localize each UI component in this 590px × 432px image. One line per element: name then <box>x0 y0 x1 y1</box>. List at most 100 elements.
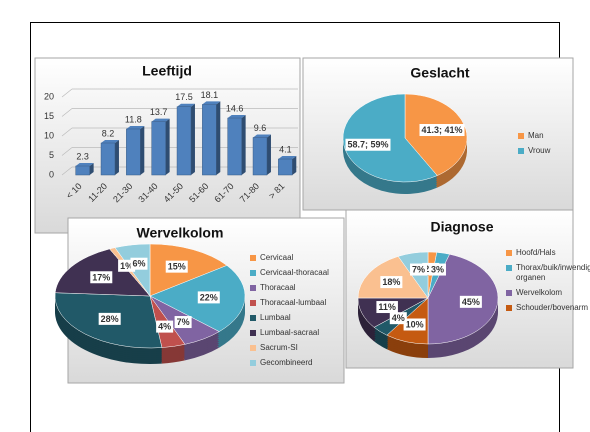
y-tick-label: 5 <box>49 150 54 160</box>
legend-item: Schouder/bovenarm <box>506 303 588 313</box>
bar-side <box>216 101 221 175</box>
legend-label: Thoracaal-lumbaal <box>260 298 327 307</box>
data-label: 28% <box>101 314 119 324</box>
data-label: 7% <box>177 317 190 327</box>
data-label-box <box>428 263 446 276</box>
data-label-box <box>98 312 121 325</box>
bar <box>176 106 192 176</box>
data-label: 6% <box>132 259 145 269</box>
bar-side <box>165 118 170 175</box>
legend-swatch <box>518 133 524 139</box>
bar-top <box>126 125 145 129</box>
bar-top <box>75 163 94 167</box>
chart-title: Diagnose <box>430 219 493 235</box>
data-label: 13.7 <box>150 107 168 117</box>
legend-item: Hoofd/Hals <box>506 248 568 258</box>
data-label: 8.2 <box>102 128 115 138</box>
legend-label: Cervicaal-thoracaal <box>260 268 329 277</box>
legend-item: Wervelkolom <box>506 288 568 298</box>
data-label-box <box>403 318 426 331</box>
legend-label: Vrouw <box>528 146 551 155</box>
data-label-box <box>459 295 482 308</box>
y-tick-label: 15 <box>44 111 54 121</box>
legend-item: Gecombineerd <box>250 358 340 368</box>
chart-title: Wervelkolom <box>137 225 224 241</box>
data-label-box <box>376 301 398 314</box>
legend-swatch <box>250 345 256 351</box>
bar <box>75 165 90 176</box>
legend: Hoofd/Hals Thorax/buik/inwendige organen W… <box>506 248 590 318</box>
bar-side <box>114 140 119 175</box>
data-label: 18.1 <box>201 90 219 100</box>
legend-swatch <box>250 330 256 336</box>
data-label: 41.3; 41% <box>421 125 462 135</box>
data-label: 14.6 <box>226 103 244 113</box>
data-label-box <box>165 260 188 273</box>
bar-top <box>202 101 221 105</box>
slice <box>342 93 438 183</box>
grid-line <box>61 166 73 176</box>
legend-item: Thoracaal <box>250 283 340 293</box>
data-label-box <box>156 320 174 333</box>
bar <box>151 121 166 176</box>
bar-side <box>241 115 246 175</box>
data-label-box <box>380 276 403 289</box>
bar-top <box>227 115 246 119</box>
bar-top <box>151 118 170 122</box>
chart-title: Geslacht <box>410 65 469 81</box>
data-label: 2.3 <box>76 151 89 161</box>
data-label: 58.7; 59% <box>347 140 388 150</box>
bar <box>202 104 217 176</box>
legend-label: Hoofd/Hals <box>516 248 556 257</box>
data-label-box <box>130 257 148 270</box>
y-tick-label: 0 <box>49 169 54 179</box>
legend-item: Vrouw <box>518 146 568 156</box>
bar <box>227 117 242 176</box>
data-label-box <box>197 291 220 304</box>
data-label-box <box>174 316 192 329</box>
grid-line <box>61 108 73 117</box>
legend-swatch <box>250 255 256 261</box>
legend-swatch <box>250 315 256 321</box>
data-label: 15% <box>168 262 186 272</box>
legend-swatch <box>506 250 512 256</box>
legend-label: Thoracaal <box>260 283 296 292</box>
data-label: 22% <box>200 292 218 302</box>
data-label: 10% <box>406 319 424 329</box>
bar-top <box>278 156 297 160</box>
bar-side <box>140 125 145 175</box>
bar <box>252 137 268 176</box>
data-label: 9.6 <box>254 123 267 133</box>
legend-swatch <box>250 270 256 276</box>
bar-top <box>177 103 195 107</box>
legend: Cervicaal Cervicaal-thoracaal Thoracaal Tho… <box>250 253 340 373</box>
legend-label: Gecombineerd <box>260 358 313 367</box>
legend-label: Lumbaal-sacraal <box>260 328 320 337</box>
legend-item: Lumbaal-sacraal <box>250 328 340 338</box>
data-label: 1% <box>120 261 133 271</box>
y-tick-label: 10 <box>44 130 54 140</box>
bar <box>100 142 116 176</box>
data-label-box <box>419 124 465 137</box>
legend-label: Man <box>528 131 544 140</box>
legend-item: Thorax/buik/inwendige organen <box>506 263 590 283</box>
data-label: 45% <box>462 297 480 307</box>
legend-label: Lumbaal <box>260 313 291 322</box>
bar <box>278 158 293 176</box>
legend-item: Sacrum-SI <box>250 343 340 353</box>
data-label-box <box>410 263 428 276</box>
legend-item: Cervicaal <box>250 253 340 263</box>
legend-label: Schouder/bovenarm <box>516 303 589 312</box>
legend-item: Cervicaal-thoracaal <box>250 268 340 278</box>
data-label: 11% <box>378 302 396 312</box>
data-label: 7% <box>412 265 425 275</box>
legend-swatch <box>506 265 512 271</box>
legend-label: Cervicaal <box>260 253 294 262</box>
grid-line <box>61 147 73 156</box>
legend-item: Man <box>518 131 568 141</box>
bar-side <box>89 163 94 175</box>
legend-swatch <box>518 148 524 154</box>
bar-side <box>190 103 195 175</box>
data-label: 18% <box>382 277 400 287</box>
grid-line <box>61 127 73 137</box>
